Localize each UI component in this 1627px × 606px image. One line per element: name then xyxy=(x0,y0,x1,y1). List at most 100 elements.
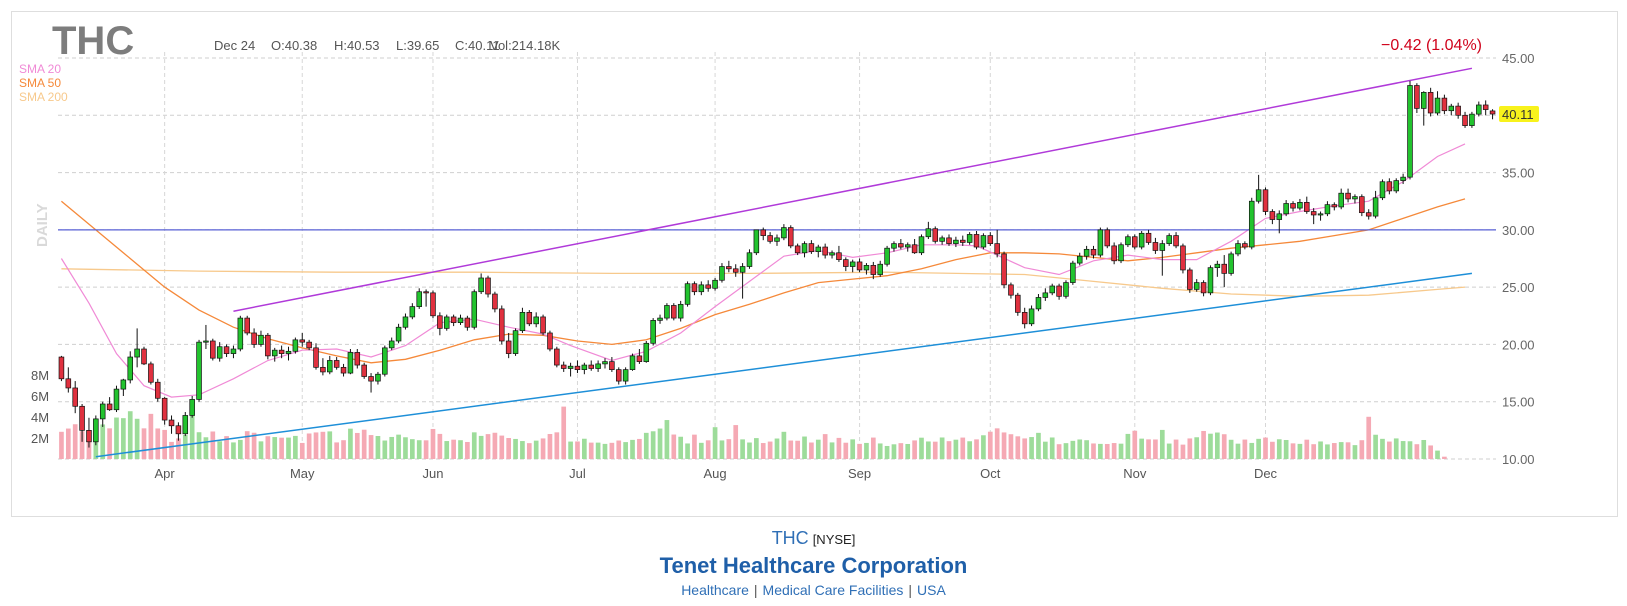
volume-bar xyxy=(1001,432,1007,459)
volume-bar xyxy=(1187,438,1193,459)
volume-bar xyxy=(1221,434,1227,459)
candle-body xyxy=(1269,211,1276,220)
volume-bar xyxy=(575,441,580,459)
candle-body xyxy=(691,283,698,293)
volume-bar xyxy=(127,411,133,459)
candle-body xyxy=(677,303,684,319)
volume-bar xyxy=(1325,444,1330,459)
volume-bar xyxy=(850,439,856,459)
footer-country-link[interactable]: USA xyxy=(917,582,946,598)
candle-body xyxy=(1187,269,1193,290)
volume-bar xyxy=(891,444,897,459)
candle-body xyxy=(1489,110,1496,115)
volume-bar xyxy=(1049,437,1055,459)
candle-body xyxy=(148,363,154,383)
candle-body xyxy=(443,316,450,329)
candle-body xyxy=(1345,192,1351,200)
candle-body xyxy=(99,403,106,420)
chart-frame: 10.0015.0020.0025.0030.0035.0040.0045.00… xyxy=(11,11,1618,517)
x-tick-label: Nov xyxy=(1123,466,1147,481)
volume-bar xyxy=(1290,443,1296,459)
volume-bar xyxy=(1242,439,1248,459)
last-price-tag-bg xyxy=(1499,106,1539,123)
volume-bar xyxy=(341,440,346,459)
volume-bar xyxy=(712,427,718,459)
volume-bar xyxy=(148,413,154,459)
candle-body xyxy=(856,261,863,271)
volume-bar xyxy=(526,443,532,459)
candle-body xyxy=(457,317,464,324)
candle-body xyxy=(1097,229,1104,256)
volume-bar xyxy=(1345,442,1351,459)
volume-bar xyxy=(114,417,119,459)
volume-bar xyxy=(932,441,938,459)
volume-bar xyxy=(740,439,745,459)
candle-body xyxy=(547,332,553,350)
candle-body xyxy=(801,243,808,254)
volume-bar xyxy=(1414,444,1420,459)
y-tick-label: 30.00 xyxy=(1502,223,1535,238)
volume-bar xyxy=(416,440,422,459)
candle-body xyxy=(884,247,890,265)
candle-body xyxy=(382,347,388,375)
volume-bar xyxy=(217,441,223,459)
axes: 10.0015.0020.0025.0030.0035.0040.0045.00… xyxy=(31,51,1535,481)
footer-company-name[interactable]: Tenet Healthcare Corporation xyxy=(659,553,968,578)
volume-bar xyxy=(946,441,952,459)
header-volume: Vol:214.18K xyxy=(490,38,560,53)
candle-body xyxy=(1118,244,1124,262)
candle-body xyxy=(450,316,457,324)
candle-body xyxy=(278,349,285,354)
candle-body xyxy=(1379,181,1386,199)
candle-body xyxy=(58,356,65,380)
volume-bar xyxy=(754,438,759,459)
candle-body xyxy=(540,316,546,334)
volume-bar xyxy=(437,433,443,459)
volume-bar xyxy=(1139,438,1144,459)
price-chart[interactable]: 10.0015.0020.0025.0030.0035.0040.0045.00… xyxy=(12,12,1617,516)
candle-body xyxy=(1359,196,1365,214)
legend-sma20: SMA 20 xyxy=(19,62,61,76)
candle-body xyxy=(1255,189,1262,202)
volume-bar xyxy=(182,434,188,459)
candle-body xyxy=(1393,180,1399,192)
candle-body xyxy=(416,291,422,307)
volume-bar xyxy=(382,440,388,459)
volume-bar xyxy=(1428,445,1433,459)
candle-body xyxy=(774,237,780,242)
last-price-value: 40.11 xyxy=(1502,107,1534,122)
volume-bar xyxy=(1352,445,1358,459)
footer-industry-link[interactable]: Medical Care Facilities xyxy=(762,582,904,598)
footer-separator: | xyxy=(753,582,758,598)
candle-body xyxy=(808,243,815,252)
candle-body xyxy=(1063,282,1069,297)
volume-bar xyxy=(919,437,924,459)
volume-bar xyxy=(788,440,794,459)
candle-body xyxy=(271,349,278,357)
candle-body xyxy=(93,418,99,443)
footer-symbol-link[interactable]: THC xyxy=(771,528,809,548)
volume-bar xyxy=(176,438,181,459)
candle-body xyxy=(904,244,911,248)
footer-sector-link[interactable]: Healthcare xyxy=(681,582,749,598)
x-tick-label: Apr xyxy=(155,466,176,481)
candle-body xyxy=(622,369,629,382)
volume-bar xyxy=(1407,441,1413,459)
candle-body xyxy=(285,350,292,354)
candle-body xyxy=(395,326,402,342)
chart-header: THC Dec 24 O:40.38 H:40.53 L:39.65 C:40.… xyxy=(19,19,1482,247)
volume-bar xyxy=(348,428,353,459)
volume-bar xyxy=(650,431,656,459)
candle-body xyxy=(560,364,567,369)
candle-body xyxy=(1200,282,1207,294)
volume-bar xyxy=(767,441,773,459)
volume-bar xyxy=(829,442,835,459)
x-tick-label: Aug xyxy=(704,466,727,481)
candle-body xyxy=(1352,196,1358,200)
volume-bar xyxy=(568,441,573,459)
sma20-line xyxy=(60,143,1466,398)
candle-body xyxy=(629,355,636,370)
candle-body xyxy=(1448,105,1455,112)
candle-body xyxy=(182,415,189,435)
volume-bar xyxy=(1208,433,1213,459)
